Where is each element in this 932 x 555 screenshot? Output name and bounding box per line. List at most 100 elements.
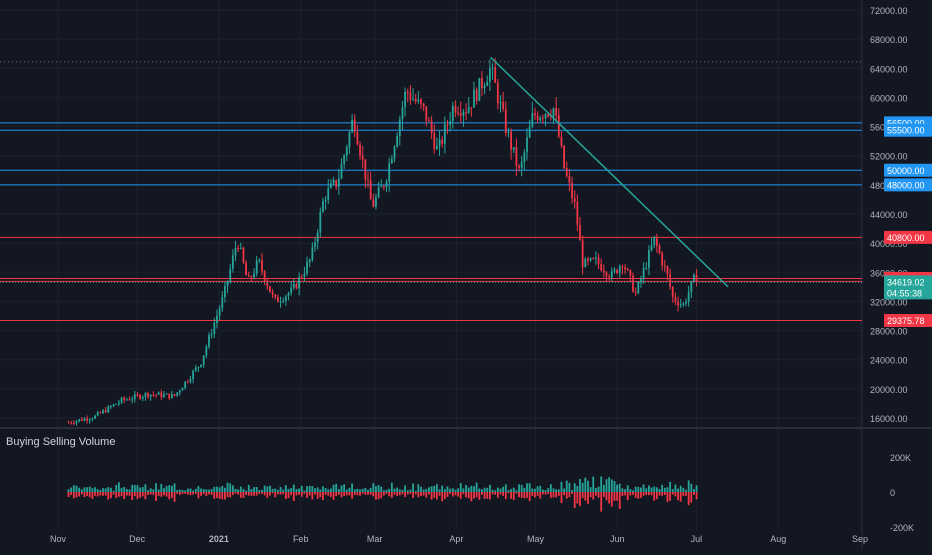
volume-bar-buy (626, 485, 629, 492)
candle-body (565, 168, 568, 176)
candle-body (104, 410, 107, 413)
volume-bar-sell (475, 492, 478, 498)
candle-body (433, 133, 436, 149)
volume-bar-buy (324, 488, 327, 492)
candle-body (80, 419, 83, 421)
candle-body (616, 269, 619, 274)
volume-bar-sell (335, 492, 338, 497)
volume-bar-buy (584, 477, 587, 492)
candle-body (528, 126, 531, 138)
candle-body (361, 155, 364, 160)
volume-bar-buy (621, 488, 624, 492)
candle-body (171, 394, 173, 399)
volume-bar-sell (279, 492, 282, 495)
candle-body (237, 248, 240, 250)
volume-bar-buy (176, 490, 179, 492)
volume-bar-buy (425, 488, 428, 492)
volume-bar-buy (648, 485, 650, 492)
volume-bar-buy (602, 484, 605, 492)
candle-body (489, 68, 491, 82)
candle-body (115, 403, 118, 405)
candle-body (422, 103, 425, 107)
volume-bar-sell (213, 492, 216, 499)
candle-body (552, 108, 555, 117)
volume-bar-buy (433, 485, 436, 492)
volume-bar-sell (163, 492, 165, 496)
volume-bar-buy (112, 490, 115, 492)
candle-body (345, 147, 348, 156)
volume-bar-buy (690, 483, 693, 492)
price-level-label: 50000.00 (887, 166, 925, 176)
volume-bar-sell (208, 492, 210, 495)
volume-bar-sell (115, 492, 118, 499)
volume-bar-buy (86, 487, 89, 492)
candle-body (147, 393, 149, 397)
volume-bar-buy (515, 490, 518, 492)
volume-bar-sell (181, 492, 184, 494)
volume-bar-buy (438, 489, 441, 492)
volume-bar-sell (568, 492, 571, 498)
candle-body (385, 181, 388, 188)
volume-bar-buy (420, 486, 422, 492)
candle-body (107, 406, 110, 413)
price-level-label: 55500.00 (887, 126, 925, 136)
volume-bar-sell (544, 492, 547, 495)
candle-body (131, 399, 134, 401)
candle-body (292, 284, 295, 288)
candle-body (181, 387, 184, 391)
candle-body (542, 117, 544, 119)
volume-bar-sell (168, 492, 171, 500)
volume-bar-buy (136, 485, 139, 492)
volume-bar-buy (247, 484, 250, 492)
candle-body (160, 392, 163, 398)
volume-bar-sell (396, 492, 399, 496)
volume-bar-sell (555, 492, 558, 498)
volume-bar-buy (72, 485, 75, 492)
volume-bar-buy (250, 488, 253, 492)
volume-bar-sell (189, 492, 192, 496)
candle-body (629, 270, 632, 276)
volume-bar-buy (640, 487, 642, 492)
candle-body (99, 412, 102, 414)
volume-bar-sell (269, 492, 271, 496)
volume-bar-sell (462, 492, 465, 495)
volume-bar-sell (290, 492, 293, 496)
candle-body (608, 276, 611, 278)
candle-body (178, 390, 181, 393)
volume-bar-buy (118, 482, 120, 492)
candle-body (208, 335, 210, 347)
candle-body (398, 119, 401, 136)
last-price-countdown: 04:55:38 (887, 288, 922, 298)
candle-body (406, 91, 409, 93)
candle-body (88, 419, 91, 421)
volume-bar-buy (592, 476, 595, 492)
candle-body (287, 293, 290, 297)
candle-body (600, 263, 603, 271)
volume-bar-sell (465, 492, 467, 498)
volume-bar-buy (375, 486, 377, 492)
candle-body (157, 392, 160, 395)
volume-bar-sell (674, 492, 677, 497)
candle-body (478, 78, 481, 101)
candle-body (372, 199, 375, 207)
x-axis-tick-label: Aug (770, 534, 786, 544)
candle-body (139, 395, 142, 399)
volume-bar-buy (152, 489, 155, 492)
volume-bar-buy (181, 489, 184, 492)
volume-bar-sell (595, 492, 597, 496)
candle-body (592, 258, 595, 260)
candle-body (224, 286, 226, 297)
volume-bar-sell (451, 492, 454, 497)
volume-bar-buy (671, 489, 674, 492)
volume-bar-buy (470, 485, 473, 492)
volume-bar-buy (110, 487, 112, 492)
candle-body (300, 276, 303, 278)
candle-body (436, 145, 438, 149)
volume-bar-buy (356, 488, 359, 492)
volume-bar-sell (231, 492, 234, 496)
volume-bar-buy (348, 487, 351, 492)
volume-bar-buy (393, 488, 396, 492)
candle-body (430, 121, 433, 134)
volume-bar-sell (669, 492, 672, 501)
